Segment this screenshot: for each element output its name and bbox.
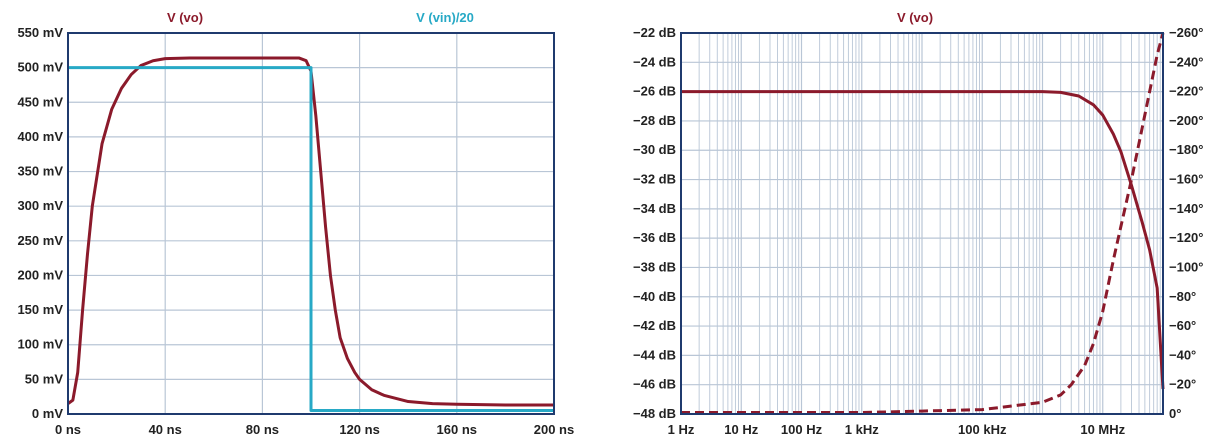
transient-x-tick-labels: 0 ns 40 ns 80 ns 120 ns 160 ns 200 ns xyxy=(55,422,574,437)
y-tick-label: −30 dB xyxy=(633,142,676,157)
x-tick-label: 100 kHz xyxy=(958,422,1007,437)
magnitude-line xyxy=(681,90,1165,390)
y-tick-label: 150 mV xyxy=(17,302,63,317)
y-tick-label: 0 mV xyxy=(32,406,63,421)
y2-tick-label: −160° xyxy=(1169,172,1203,187)
bode-chart: V (vo) 1 Hz 10 Hz 100 Hz 1 kHz 100 kHz 10 MHz… xyxy=(633,10,1203,437)
y2-tick-label: −260° xyxy=(1169,25,1203,40)
y2-tick-label: −40° xyxy=(1169,347,1196,362)
y-tick-label: 300 mV xyxy=(17,198,63,213)
bode-series xyxy=(681,32,1165,415)
y-tick-label: 100 mV xyxy=(17,337,63,352)
y-tick-label: −28 dB xyxy=(633,113,676,128)
bode-title: V (vo) xyxy=(897,10,933,25)
transient-series xyxy=(67,56,554,413)
x-tick-label: 40 ns xyxy=(149,422,182,437)
transient-chart: V (vo) V (vin)/20 0 ns 40 ns 80 ns 120 ns 16… xyxy=(17,10,574,437)
y-tick-label: 450 mV xyxy=(17,94,63,109)
y-tick-label: −32 dB xyxy=(633,172,676,187)
x-tick-label: 200 ns xyxy=(534,422,574,437)
y2-tick-label: −140° xyxy=(1169,201,1203,216)
y-tick-label: −26 dB xyxy=(633,84,676,99)
y-tick-label: 550 mV xyxy=(17,25,63,40)
bode-x-tick-labels: 1 Hz 10 Hz 100 Hz 1 kHz 100 kHz 10 MHz xyxy=(668,422,1126,437)
y-tick-label: −38 dB xyxy=(633,259,676,274)
y-tick-label: −24 dB xyxy=(633,54,676,69)
bode-y-tick-labels: −22 dB −24 dB −26 dB −28 dB −30 dB −32 dB −34 … xyxy=(633,25,676,421)
x-tick-label: 120 ns xyxy=(339,422,379,437)
y2-tick-label: −80° xyxy=(1169,289,1196,304)
y2-tick-label: −180° xyxy=(1169,142,1203,157)
y-tick-label: −42 dB xyxy=(633,318,676,333)
y2-tick-label: −20° xyxy=(1169,377,1196,392)
y2-tick-label: −200° xyxy=(1169,113,1203,128)
bode-y2-tick-labels: 0° −20° −40° −60° −80° −100° −120° −140° −160° −1… xyxy=(1169,25,1203,421)
y-tick-label: 50 mV xyxy=(25,371,64,386)
y2-tick-label: −120° xyxy=(1169,230,1203,245)
transient-title-vin: V (vin)/20 xyxy=(416,10,474,25)
phase-line xyxy=(681,32,1165,415)
y-tick-label: 350 mV xyxy=(17,164,63,179)
y-tick-label: −44 dB xyxy=(633,347,676,362)
y2-tick-label: −100° xyxy=(1169,259,1203,274)
y-tick-label: −40 dB xyxy=(633,289,676,304)
y-tick-label: −48 dB xyxy=(633,406,676,421)
x-tick-label: 100 Hz xyxy=(781,422,823,437)
y2-tick-label: 0° xyxy=(1169,406,1181,421)
y-tick-label: −34 dB xyxy=(633,201,676,216)
y-tick-label: −22 dB xyxy=(633,25,676,40)
y-tick-label: 250 mV xyxy=(17,233,63,248)
y-tick-label: −36 dB xyxy=(633,230,676,245)
x-tick-label: 1 Hz xyxy=(668,422,695,437)
transient-plot-frame xyxy=(67,32,555,415)
y2-tick-label: −220° xyxy=(1169,84,1203,99)
x-tick-label: 10 MHz xyxy=(1080,422,1125,437)
transient-title-vo: V (vo) xyxy=(167,10,203,25)
x-tick-label: 10 Hz xyxy=(724,422,758,437)
y-tick-label: −46 dB xyxy=(633,377,676,392)
x-tick-label: 160 ns xyxy=(437,422,477,437)
x-tick-label: 0 ns xyxy=(55,422,81,437)
y2-tick-label: −240° xyxy=(1169,54,1203,69)
bode-plot-frame xyxy=(680,32,1164,415)
series-line-vin xyxy=(68,66,554,413)
x-tick-label: 1 kHz xyxy=(845,422,879,437)
y-tick-label: 400 mV xyxy=(17,129,63,144)
x-tick-label: 80 ns xyxy=(246,422,279,437)
y-tick-label: 200 mV xyxy=(17,267,63,282)
y2-tick-label: −60° xyxy=(1169,318,1196,333)
transient-y-tick-labels: 0 mV 50 mV 100 mV 150 mV 200 mV 250 mV 300 mV 3… xyxy=(17,25,63,421)
series-line-vo xyxy=(67,56,554,407)
y-tick-label: 500 mV xyxy=(17,60,63,75)
